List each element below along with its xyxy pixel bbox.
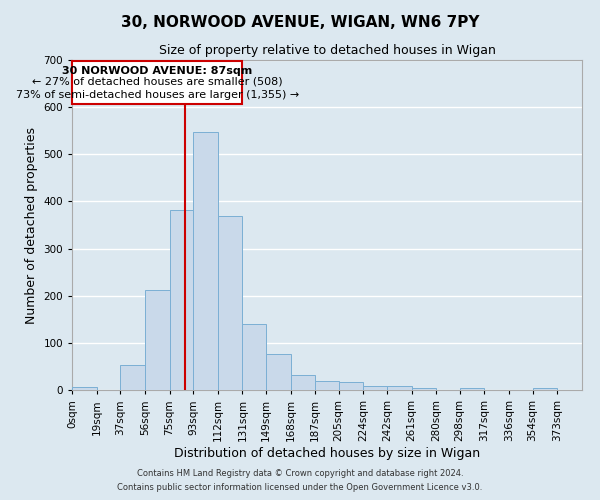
Bar [72, 386, 97, 390]
Bar [120, 366, 145, 390]
Bar [533, 388, 557, 390]
X-axis label: Distribution of detached houses by size in Wigan: Distribution of detached houses by size … [174, 446, 480, 460]
Bar [72, 62, 242, 104]
Text: 73% of semi-detached houses are larger (1,355) →: 73% of semi-detached houses are larger (… [16, 90, 299, 100]
Bar [193, 132, 218, 390]
Bar [387, 386, 412, 390]
Bar [315, 380, 339, 390]
Title: Size of property relative to detached houses in Wigan: Size of property relative to detached ho… [158, 44, 496, 58]
Bar [218, 216, 242, 390]
Bar [266, 354, 290, 390]
Bar [460, 388, 484, 390]
Bar [364, 386, 387, 390]
Text: Contains HM Land Registry data © Crown copyright and database right 2024.: Contains HM Land Registry data © Crown c… [137, 468, 463, 477]
Text: ← 27% of detached houses are smaller (508): ← 27% of detached houses are smaller (50… [32, 77, 283, 87]
Text: 30, NORWOOD AVENUE, WIGAN, WN6 7PY: 30, NORWOOD AVENUE, WIGAN, WN6 7PY [121, 15, 479, 30]
Bar [290, 375, 315, 390]
Text: Contains public sector information licensed under the Open Government Licence v3: Contains public sector information licen… [118, 484, 482, 492]
Bar [170, 210, 193, 390]
Bar [412, 388, 436, 390]
Bar [145, 290, 170, 390]
Bar [339, 382, 364, 390]
Text: 30 NORWOOD AVENUE: 87sqm: 30 NORWOOD AVENUE: 87sqm [62, 66, 253, 76]
Bar [242, 324, 266, 390]
Y-axis label: Number of detached properties: Number of detached properties [25, 126, 38, 324]
